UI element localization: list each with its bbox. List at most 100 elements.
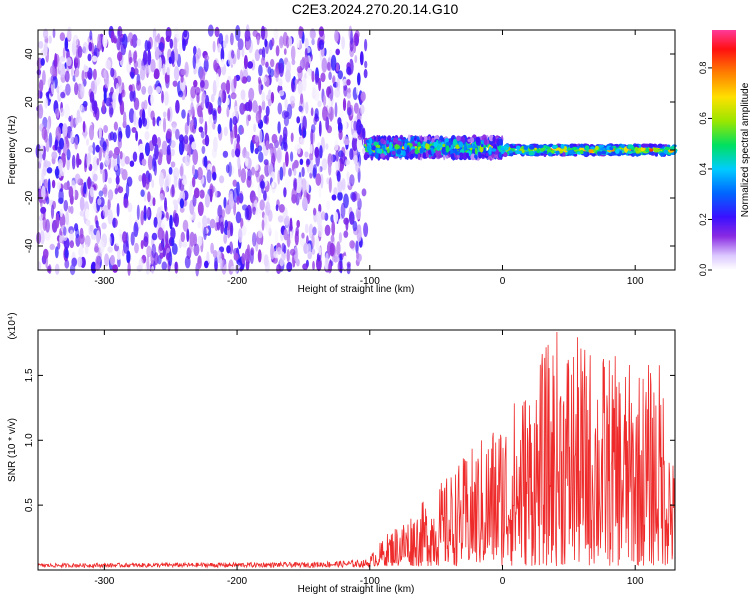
y-tick-label: 40 [24,48,35,60]
spectrogram-cell [627,150,633,155]
spectrogram-cell [175,128,180,140]
spectrogram-cell [71,66,74,77]
spectrogram-cell [256,35,260,46]
spectrogram-cell [112,264,118,273]
spectrogram-cell [463,143,467,151]
spectrogram-cell [116,203,120,217]
spectrogram-cell [179,198,185,209]
spectrogram-cell [209,201,214,218]
spectrogram-cell [225,79,231,95]
spectrogram-cell [200,80,205,88]
spectrogram-cell [234,148,241,158]
spectrogram-cell [419,147,424,154]
spectrogram-cell [500,145,506,148]
spectrogram-cell [136,38,142,47]
spectrogram-cell [150,58,156,73]
spectrogram-cell [236,181,240,197]
spectrogram-cell [342,255,348,271]
spectrogram-cell [64,259,70,269]
spectrogram-cell [39,220,43,231]
spectrogram-cell [230,265,236,273]
spectrogram-cell [233,252,239,261]
spectrogram-cell [244,248,250,263]
spectrogram-cell [275,204,279,212]
spectrogram-cell [301,178,307,194]
spectrogram-cell [104,77,110,89]
spectrogram-cell [50,75,54,85]
spectrogram-cell [70,81,74,93]
spectrogram-cell [341,178,346,191]
spectrogram-cell [306,243,312,255]
spectrogram-cell [51,151,58,160]
spectrogram-cell [328,49,333,59]
spectrogram-cell [296,116,301,124]
spectrogram-cell [290,132,294,143]
spectrogram-cell [74,67,80,84]
spectrogram-cell [90,80,95,92]
spectrogram-cell [282,161,286,177]
spectrogram-cell [614,144,620,147]
spectrogram-cell [97,33,101,49]
spectrogram-cell [84,103,88,112]
spectrogram-cell [204,121,208,136]
spectrogram-cell [240,89,246,101]
spectrogram-cell [207,24,214,37]
spectrogram-cell [417,153,421,161]
spectrogram-cell [176,31,182,39]
spectrogram-cell [326,61,331,71]
spectrogram-cell [555,150,560,155]
spectrogram-cell [127,261,131,276]
spectrogram-cell [470,153,476,161]
spectrogram-cell [65,211,69,226]
spectrogram-cell [146,208,150,218]
spectrogram-cell [129,56,133,64]
spectrogram-cell [254,134,259,143]
spectrogram-cell [308,223,314,239]
spectrogram-cell [74,209,80,216]
spectrogram-cell [349,211,355,225]
spectrogram-cell [214,255,218,271]
spectrogram-cell [239,69,244,82]
spectrogram-cell [546,149,553,152]
spectrogram-cell [74,173,81,184]
spectrogram-cell [188,134,194,143]
spectrogram-cell [164,197,167,212]
spectrogram-cell [58,235,64,243]
spectrogram-cell [158,56,162,72]
spectrogram-cell [433,141,438,148]
spectrogram-cell [117,51,123,62]
spectrogram-cell [91,98,96,111]
spectrogram-cell [285,151,289,168]
spectrogram-cell [382,144,386,151]
spectrogram-cell [205,94,210,109]
spectrogram-cell [179,165,184,177]
x-tick-label: -200 [227,276,247,287]
spectrogram-cell [404,142,407,151]
spectrogram-cell [182,219,189,232]
spectrogram-cell [167,108,171,122]
spectrogram-cell [220,58,225,68]
spectrogram-cell [79,103,83,112]
spectrogram-cell [305,101,309,114]
spectrogram-cell [153,216,158,228]
spectrogram-cell [354,30,360,39]
spectrogram-cell [241,127,245,134]
spectrogram-cell [328,71,332,81]
spectrogram-cell [325,143,329,150]
spectrogram-cell [344,138,350,145]
spectrogram-cell [278,204,285,213]
spectrogram-x-ticks: -300 -200 -100 0 100 [94,30,644,287]
spectrogram-cell [110,30,115,43]
spectrogram-cell [312,226,317,236]
spectrogram-cell [209,188,213,203]
spectrogram-cell [146,245,152,258]
spectrogram-cell [521,148,525,154]
spectrogram-cell [186,228,190,242]
spectrogram-cell [112,152,118,159]
spectrogram-cell [309,144,313,154]
spectrogram-cell [110,254,115,266]
spectrogram-cell [375,152,379,159]
y-tick-label: -40 [24,238,35,253]
spectrogram-cell [352,220,358,232]
spectrogram-cell [171,237,175,246]
